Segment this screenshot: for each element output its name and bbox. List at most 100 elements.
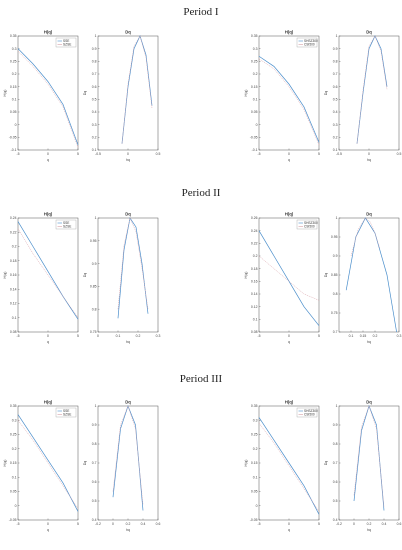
chart-panel: Dq 0.1 0.2 0.3 0.4 0.5 0.6 0.7 0.8 0.9 1 -0.5 0 0.5 hq… [82, 26, 162, 168]
y-tick-label: 1 [336, 404, 338, 408]
y-tick-label: 0.35 [10, 34, 17, 38]
y-axis-label: H(q) [3, 272, 7, 279]
y-tick-label: 0.5 [333, 98, 338, 102]
y-tick-label: 0.8 [92, 60, 97, 64]
x-tick-label: -5 [16, 334, 19, 338]
y-axis-label: H(q) [244, 90, 248, 97]
series-line [17, 221, 79, 320]
x-tick-label: 0 [288, 522, 290, 526]
series-line [117, 217, 149, 319]
y-tick-label: 0.7 [333, 461, 338, 465]
y-tick-label: 0 [256, 504, 258, 508]
plot-frame [258, 217, 320, 333]
x-tick-label: 0.5 [156, 152, 161, 156]
legend-entry: CSI500 [304, 43, 315, 47]
x-tick-label: 0 [288, 334, 290, 338]
y-tick-label: 0.95 [90, 239, 97, 243]
chart-title: Dq [366, 30, 372, 35]
y-tick-label: 0.05 [251, 490, 258, 494]
chart-panel: H(q) -0.1 -0.05 0 0.05 0.1 0.15 0.2 0.25 0.3 0.35 -… [243, 26, 323, 168]
x-axis-label: hq [126, 528, 130, 532]
x-tick-label: -0.2 [95, 522, 101, 526]
y-tick-label: 0.35 [10, 404, 17, 408]
y-tick-label: 0.3 [12, 418, 17, 422]
plot-frame [97, 217, 159, 333]
x-tick-label: -5 [257, 152, 260, 156]
x-axis-label: hq [367, 340, 371, 344]
chart-panel: Dq 0.4 0.5 0.6 0.7 0.8 0.9 1 -0.2 0 0.2 0.4 0.6 hq Dq [82, 396, 162, 538]
legend-entry: SSE [63, 39, 69, 43]
chart-panel: H(q) -0.05 0 0.05 0.1 0.15 0.2 0.25 0.3 0.35 -5 0 5 q… [243, 396, 323, 538]
y-tick-label: 0.9 [92, 47, 97, 51]
chart-title: H(q) [285, 400, 294, 405]
period-title-1: Period I [183, 6, 219, 18]
y-tick-label: 0.8 [333, 442, 338, 446]
chart-title: H(q) [44, 30, 53, 35]
x-tick-label: 0.1 [349, 334, 354, 338]
legend-box [55, 407, 77, 418]
period-title-2: Period II [181, 187, 221, 199]
y-tick-label: 0.14 [10, 287, 17, 291]
chart-svg: Dq 0.4 0.5 0.6 0.7 0.8 0.9 1 -0.2 0 0.2 0.4 0.6 hq Dq [83, 400, 161, 533]
x-tick-label: 5 [77, 334, 79, 338]
chart-title: Dq [125, 400, 131, 405]
y-tick-label: -0.1 [252, 148, 258, 152]
series-line [112, 405, 144, 505]
chart-title: H(q) [44, 400, 53, 405]
chart-panel: H(q) -0.1 -0.05 0 0.05 0.1 0.15 0.2 0.25 0.3 0.35 -… [2, 26, 82, 168]
y-tick-label: 0.15 [10, 85, 17, 89]
x-tick-label: 0.1 [116, 334, 121, 338]
chart-svg: H(q) 0.08 0.1 0.12 0.14 0.16 0.18 0.2 0.22 0.24 -5… [3, 212, 79, 345]
legend-box [296, 37, 318, 48]
x-tick-label: 0.2 [373, 334, 378, 338]
y-tick-label: 0.18 [251, 267, 258, 271]
y-tick-label: 0.35 [251, 404, 258, 408]
y-tick-label: 0.2 [92, 136, 97, 140]
x-tick-label: 5 [77, 152, 79, 156]
chart-panel: Dq 0.4 0.5 0.6 0.7 0.8 0.9 1 -0.2 0 0.2 0.4 0.6 hq Dq [323, 396, 402, 538]
y-tick-label: 0.3 [253, 418, 258, 422]
y-tick-label: 0.25 [10, 60, 17, 64]
x-tick-label: 0 [97, 334, 99, 338]
series-line [17, 228, 79, 318]
y-tick-label: 1 [336, 216, 338, 220]
series-line [258, 58, 320, 146]
x-tick-label: 5 [318, 522, 320, 526]
y-tick-label: 0.2 [12, 245, 17, 249]
y-tick-label: 0.24 [251, 229, 258, 233]
y-tick-label: 0.9 [333, 254, 338, 258]
series-line [17, 420, 79, 509]
y-tick-label: 0.05 [251, 110, 258, 114]
x-axis-label: hq [367, 158, 371, 162]
x-tick-label: 0 [112, 522, 114, 526]
x-tick-label: 5 [318, 334, 320, 338]
y-tick-label: 0.1 [253, 98, 258, 102]
y-tick-label: 0.9 [333, 47, 338, 51]
plot-frame [338, 217, 400, 333]
y-tick-label: 0.7 [92, 461, 97, 465]
series-line [117, 217, 149, 310]
chart-svg: Dq 0.7 0.75 0.8 0.85 0.9 0.95 1 0.1 0.15 0.2 0.3 hq D… [324, 212, 402, 345]
series-line [121, 35, 153, 144]
x-axis-label: hq [367, 528, 371, 532]
legend-box [55, 37, 77, 48]
y-axis-label: Dq [83, 461, 87, 466]
y-axis-label: H(q) [244, 460, 248, 467]
y-tick-label: 0.2 [253, 72, 258, 76]
legend-entry: SSE [63, 221, 69, 225]
x-tick-label: 0.3 [397, 334, 402, 338]
y-tick-label: 0.8 [92, 442, 97, 446]
y-tick-label: 0.3 [92, 123, 97, 127]
y-tick-label: 0 [256, 123, 258, 127]
y-axis-label: Dq [324, 461, 328, 466]
x-tick-label: 0.6 [156, 522, 161, 526]
x-tick-label: 0 [288, 152, 290, 156]
legend-entry: SZSE [63, 43, 71, 47]
series-line [258, 417, 320, 515]
chart-panel: Dq 0.7 0.75 0.8 0.85 0.9 0.95 1 0.1 0.15 0.2 0.3 hq D… [323, 208, 402, 350]
y-tick-label: 0.24 [10, 216, 17, 220]
x-tick-label: 0.2 [367, 522, 372, 526]
x-tick-label: 0.3 [156, 334, 161, 338]
series-line [356, 35, 388, 144]
x-tick-label: 0.2 [126, 522, 131, 526]
